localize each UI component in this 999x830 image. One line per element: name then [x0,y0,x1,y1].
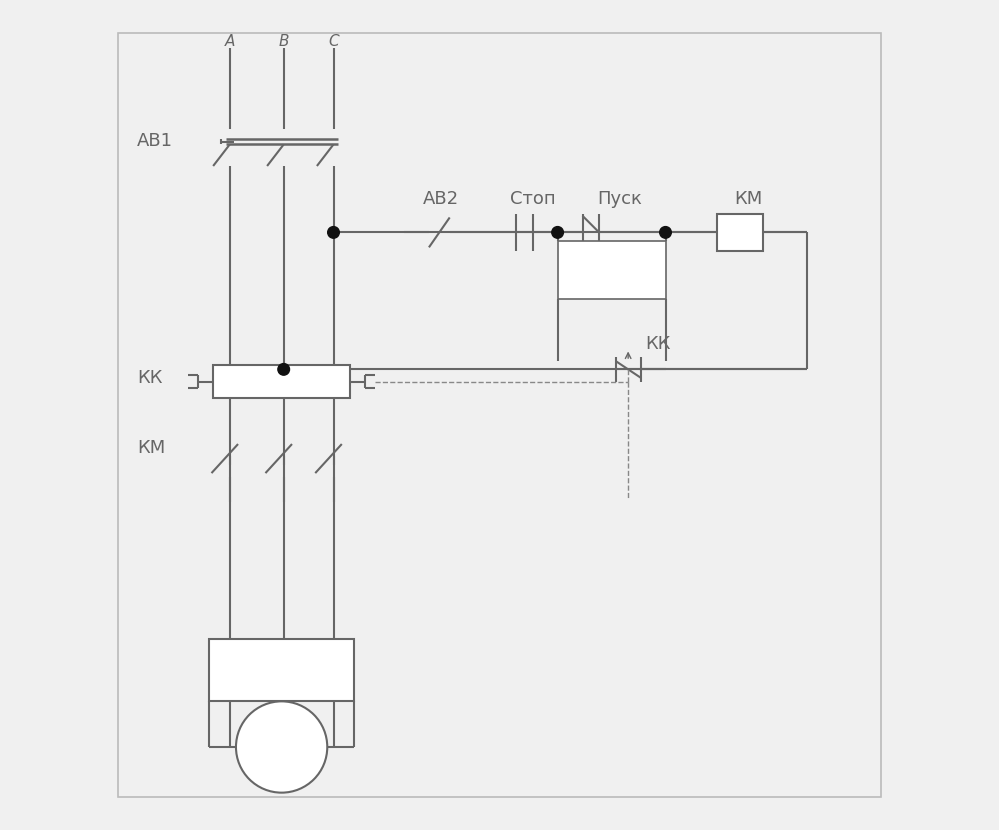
Text: Стоп: Стоп [509,190,555,208]
Text: КК: КК [644,335,670,354]
Text: A: A [225,34,235,49]
Bar [213,365,350,398]
Text: АВ2: АВ2 [424,190,460,208]
Text: АВ1: АВ1 [137,132,173,150]
Text: КМ: КМ [734,190,762,208]
Bar [557,241,665,299]
Text: Д: Д [271,735,293,759]
Circle shape [278,364,290,375]
Bar [717,214,763,251]
Circle shape [328,227,340,238]
Text: КМ: КМ [137,439,165,457]
Text: B: B [279,34,289,49]
Text: Пуск: Пуск [597,190,642,208]
Text: КК: КК [137,369,162,387]
Circle shape [659,227,671,238]
Bar [209,639,355,701]
Circle shape [551,227,563,238]
Circle shape [236,701,328,793]
Text: Km1: Km1 [594,256,628,271]
Text: C: C [329,34,339,49]
